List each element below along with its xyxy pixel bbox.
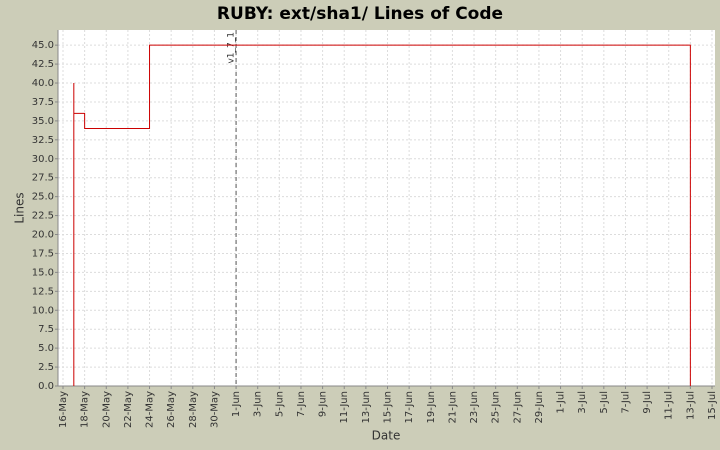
y-tick-label: 35.0	[32, 116, 54, 127]
y-tick-label: 42.5	[32, 59, 54, 70]
x-tick-label: 5-Jul	[599, 391, 610, 414]
x-tick-label: 11-Jul	[664, 391, 675, 420]
x-tick-label: 27-Jun	[512, 391, 523, 424]
x-tick-label: 13-Jul	[685, 391, 696, 420]
x-tick-label: 30-May	[209, 391, 220, 428]
line	[73, 44, 691, 386]
y-tick-label: 30.0	[32, 154, 54, 165]
chart-title: RUBY: ext/sha1/ Lines of Code	[217, 4, 503, 24]
x-tick-label: 13-Jun	[361, 391, 372, 424]
y-tick-label: 5.0	[38, 343, 54, 354]
y-tick-label: 37.5	[32, 97, 54, 108]
x-tick-label: 23-Jun	[469, 391, 480, 424]
y-tick-label: 2.5	[38, 362, 54, 373]
x-tick-label: 29-Jun	[534, 391, 545, 424]
x-tick-label: 1-Jun	[231, 391, 242, 417]
x-tick-label: 19-Jun	[426, 391, 437, 424]
y-tick-label: 22.5	[32, 211, 54, 222]
x-tick-label: 5-Jun	[274, 391, 285, 417]
x-tick-label: 26-May	[166, 391, 177, 428]
x-tick-label: 1-Jul	[556, 391, 567, 414]
x-tick-label: 11-Jun	[339, 391, 350, 424]
y-tick-label: 0.0	[38, 381, 54, 392]
y-tick-label: 25.0	[32, 192, 54, 203]
x-tick-label: 9-Jul	[642, 391, 653, 414]
marker-label: v1_7_1	[227, 32, 237, 64]
x-tick-label: 24-May	[145, 391, 156, 428]
x-tick-label: 16-May	[58, 391, 69, 428]
y-tick-label: 15.0	[32, 267, 54, 278]
x-tick-label: 25-Jun	[491, 391, 502, 424]
x-tick-label: 9-Jun	[318, 391, 329, 417]
x-tick-label: 20-May	[101, 391, 112, 428]
x-tick-label: 15-Jun	[383, 391, 394, 424]
x-tick-label: 18-May	[80, 391, 91, 428]
x-tick-label: 21-Jun	[447, 391, 458, 424]
y-tick-label: 20.0	[32, 230, 54, 241]
y-tick-label: 12.5	[32, 286, 54, 297]
x-tick-label: 15-Jul	[707, 391, 718, 420]
x-tick-label: 28-May	[188, 391, 199, 428]
y-tick-label: 17.5	[32, 248, 54, 259]
y-tick-label: 27.5	[32, 173, 54, 184]
x-tick-label: 7-Jul	[620, 391, 631, 414]
x-tick-label: 3-Jul	[577, 391, 588, 414]
x-axis-label: Date	[372, 429, 401, 443]
plot-area	[58, 30, 715, 386]
x-tick-label: 22-May	[123, 391, 134, 428]
y-axis-label: Lines	[13, 192, 27, 223]
y-tick-label: 32.5	[32, 135, 54, 146]
x-tick-label: 17-Jun	[404, 391, 415, 424]
y-tick-label: 10.0	[32, 305, 54, 316]
y-tick-label: 7.5	[38, 324, 54, 335]
x-tick-label: 7-Jun	[296, 391, 307, 417]
y-tick-label: 45.0	[32, 40, 54, 51]
y-tick-label: 40.0	[32, 78, 54, 89]
x-tick-label: 3-Jun	[253, 391, 264, 417]
